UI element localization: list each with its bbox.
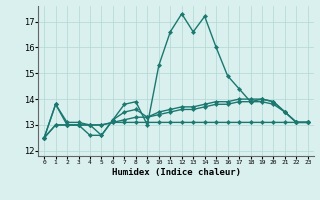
X-axis label: Humidex (Indice chaleur): Humidex (Indice chaleur) [111, 168, 241, 177]
